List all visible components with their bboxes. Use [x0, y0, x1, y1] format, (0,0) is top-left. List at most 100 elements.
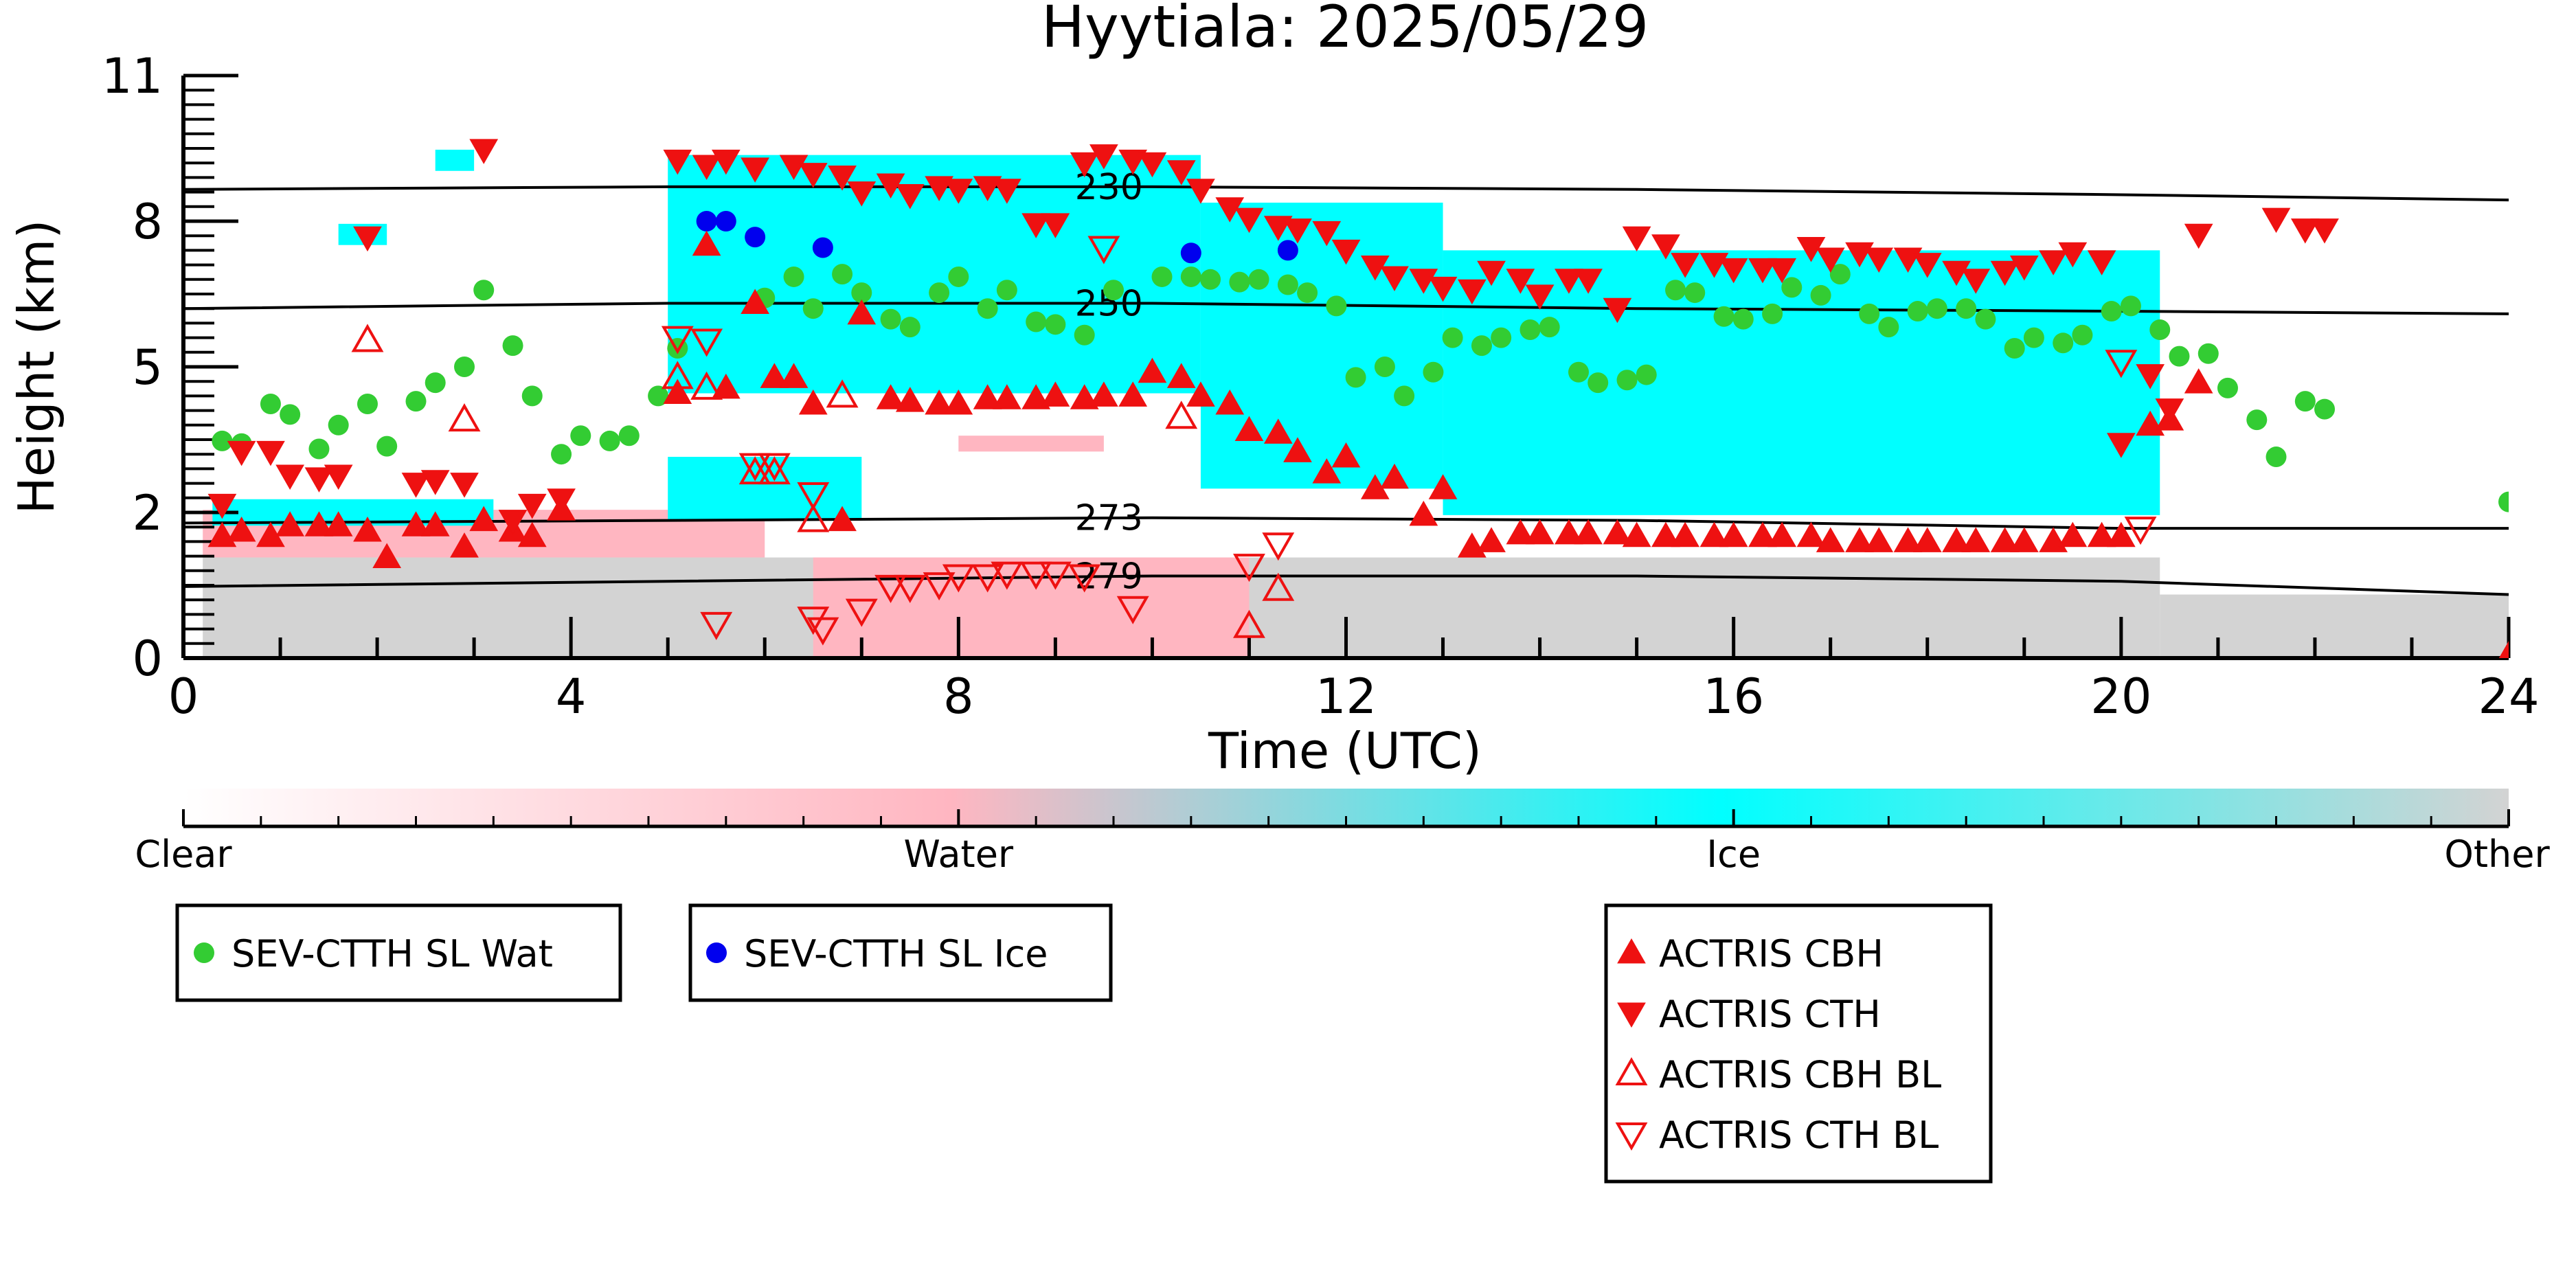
marker-actris-cbh	[1651, 521, 1680, 547]
marker-sev-ctth-sl-wat	[977, 298, 998, 319]
marker-actris-cbh	[1845, 527, 1874, 552]
marker-actris-cth	[450, 473, 479, 498]
marker-actris-cbh	[1893, 527, 1923, 552]
marker-actris-cth	[847, 181, 877, 207]
marker-actris-cth-bl	[845, 598, 878, 627]
marker-actris-cth	[2087, 250, 2116, 275]
marker-actris-cth-bl	[1019, 561, 1052, 590]
marker-sev-ctth-sl-wat	[1732, 308, 1754, 330]
marker-actris-cth-bl	[894, 574, 927, 603]
marker-actris-cth	[973, 176, 1002, 201]
marker-sev-ctth-sl-wat	[1394, 385, 1415, 407]
marker-actris-cbh	[1089, 381, 1118, 407]
marker-actris-cth	[256, 440, 285, 466]
chart-title: Hyytiala: 2025/05/29	[1041, 0, 1649, 60]
marker-actris-cth	[1234, 207, 1264, 234]
marker-actris-cth	[1138, 152, 1167, 178]
marker-actris-cbh	[1622, 521, 1651, 547]
marker-sev-ctth-sl-wat	[1636, 364, 1657, 385]
marker-sev-ctth-sl-wat	[1151, 266, 1173, 287]
marker-actris-cbh	[1021, 384, 1051, 409]
marker-sev-ctth-sl-ice	[1180, 242, 1201, 264]
marker-actris-cth	[2136, 364, 2165, 389]
marker-sev-ctth-sl-wat	[454, 357, 475, 377]
marker-sev-ctth-sl-wat	[996, 280, 1017, 301]
marker-actris-cth	[1380, 266, 1409, 291]
marker-sev-ctth-sl-wat	[1442, 327, 1463, 348]
marker-actris-cbh	[1525, 519, 1555, 545]
marker-actris-cth	[1409, 269, 1438, 294]
marker-actris-cbh	[1409, 500, 1438, 526]
marker-actris-cth	[353, 226, 382, 252]
isotherm-label: 273	[1075, 498, 1143, 539]
marker-sev-ctth-sl-wat	[1907, 301, 1928, 322]
marker-sev-ctth-sl-wat	[1926, 298, 1947, 319]
marker-sev-ctth-sl-wat	[1374, 357, 1395, 377]
marker-actris-cbh-bl	[1165, 400, 1198, 429]
marker-sev-ctth-sl-ice	[696, 211, 717, 231]
y-tick-label: 5	[132, 339, 163, 396]
marker-actris-cbh	[227, 516, 256, 542]
marker-actris-cbh	[741, 289, 770, 314]
marker-actris-cbh	[847, 299, 877, 325]
marker-actris-cbh	[353, 516, 382, 542]
marker-sev-ctth-sl-wat	[1762, 303, 1783, 324]
marker-sev-ctth-sl-wat	[2120, 295, 2141, 317]
mask-water	[813, 557, 1250, 658]
marker-sev-ctth-sl-wat	[502, 335, 523, 357]
marker-sev-ctth-sl-wat	[521, 385, 543, 407]
marker-sev-ctth-sl-wat	[1471, 335, 1492, 357]
marker-actris-cth	[2039, 250, 2068, 275]
marker-sev-ctth-sl-wat	[1588, 372, 1609, 394]
marker-sev-ctth-sl-wat	[832, 264, 853, 285]
marker-sev-ctth-sl-ice	[812, 237, 833, 258]
marker-actris-cth	[1477, 260, 1506, 286]
marker-sev-ctth-sl-wat	[880, 308, 901, 330]
marker-sev-ctth-sl-wat	[212, 430, 233, 451]
marker-actris-cth	[1942, 260, 1971, 286]
marker-actris-cth-bl	[1233, 554, 1265, 583]
marker-sev-ctth-sl-wat	[405, 391, 427, 412]
marker-sev-ctth-sl-wat	[1859, 303, 1880, 324]
marker-actris-cth	[2261, 207, 2291, 234]
marker-sev-ctth-sl-wat	[1491, 327, 1512, 348]
marker-actris-cbh	[1118, 381, 1148, 407]
marker-actris-cbh	[692, 230, 721, 256]
marker-sev-ctth-sl-wat	[1713, 306, 1735, 327]
x-tick-label: 4	[556, 668, 587, 725]
marker-actris-cth-bl	[797, 607, 830, 635]
marker-sev-ctth-sl-wat	[2072, 324, 2093, 346]
marker-actris-cth-bl	[661, 326, 694, 354]
marker-actris-cbh	[450, 532, 479, 558]
marker-sev-ctth-sl-wat	[308, 438, 330, 460]
isotherm-line	[183, 185, 2509, 202]
marker-actris-cth	[1021, 213, 1051, 238]
marker-actris-cth	[1186, 179, 1215, 204]
marker-actris-cth	[1118, 149, 1148, 175]
marker-actris-cth	[663, 149, 692, 175]
legend-label: ACTRIS CBH BL	[1659, 1053, 1941, 1096]
marker-actris-cth	[420, 470, 450, 495]
marker-actris-cbh	[895, 387, 925, 412]
marker-sev-ctth-sl-wat	[899, 317, 920, 338]
legend-label: SEV-CTTH SL Ice	[744, 932, 1048, 975]
marker-actris-cbh	[517, 521, 547, 547]
marker-sev-ctth-sl-wat	[1665, 280, 1686, 301]
marker-actris-cbh	[2058, 521, 2088, 547]
marker-actris-cbh	[1961, 527, 1991, 552]
marker-actris-cth	[2106, 433, 2136, 458]
marker-actris-cbh	[1166, 363, 1196, 388]
marker-actris-cth-bl	[2124, 517, 2157, 545]
marker-actris-cbh	[876, 384, 905, 409]
marker-sev-ctth-sl-ice	[745, 227, 766, 248]
marker-actris-cbh	[1574, 519, 1603, 545]
marker-sev-ctth-sl-wat	[2246, 409, 2268, 431]
axes: 0 4 8 12 16 20 24 0 2 5 8 11	[102, 48, 2540, 725]
marker-actris-cth	[925, 176, 953, 201]
marker-actris-cth-bl	[1039, 561, 1072, 590]
marker-sev-ctth-sl-wat	[1180, 266, 1201, 287]
marker-actris-cth	[1089, 144, 1118, 170]
marker-sev-ctth-sl-wat	[1200, 269, 1221, 290]
isotherm-line	[183, 516, 2509, 530]
